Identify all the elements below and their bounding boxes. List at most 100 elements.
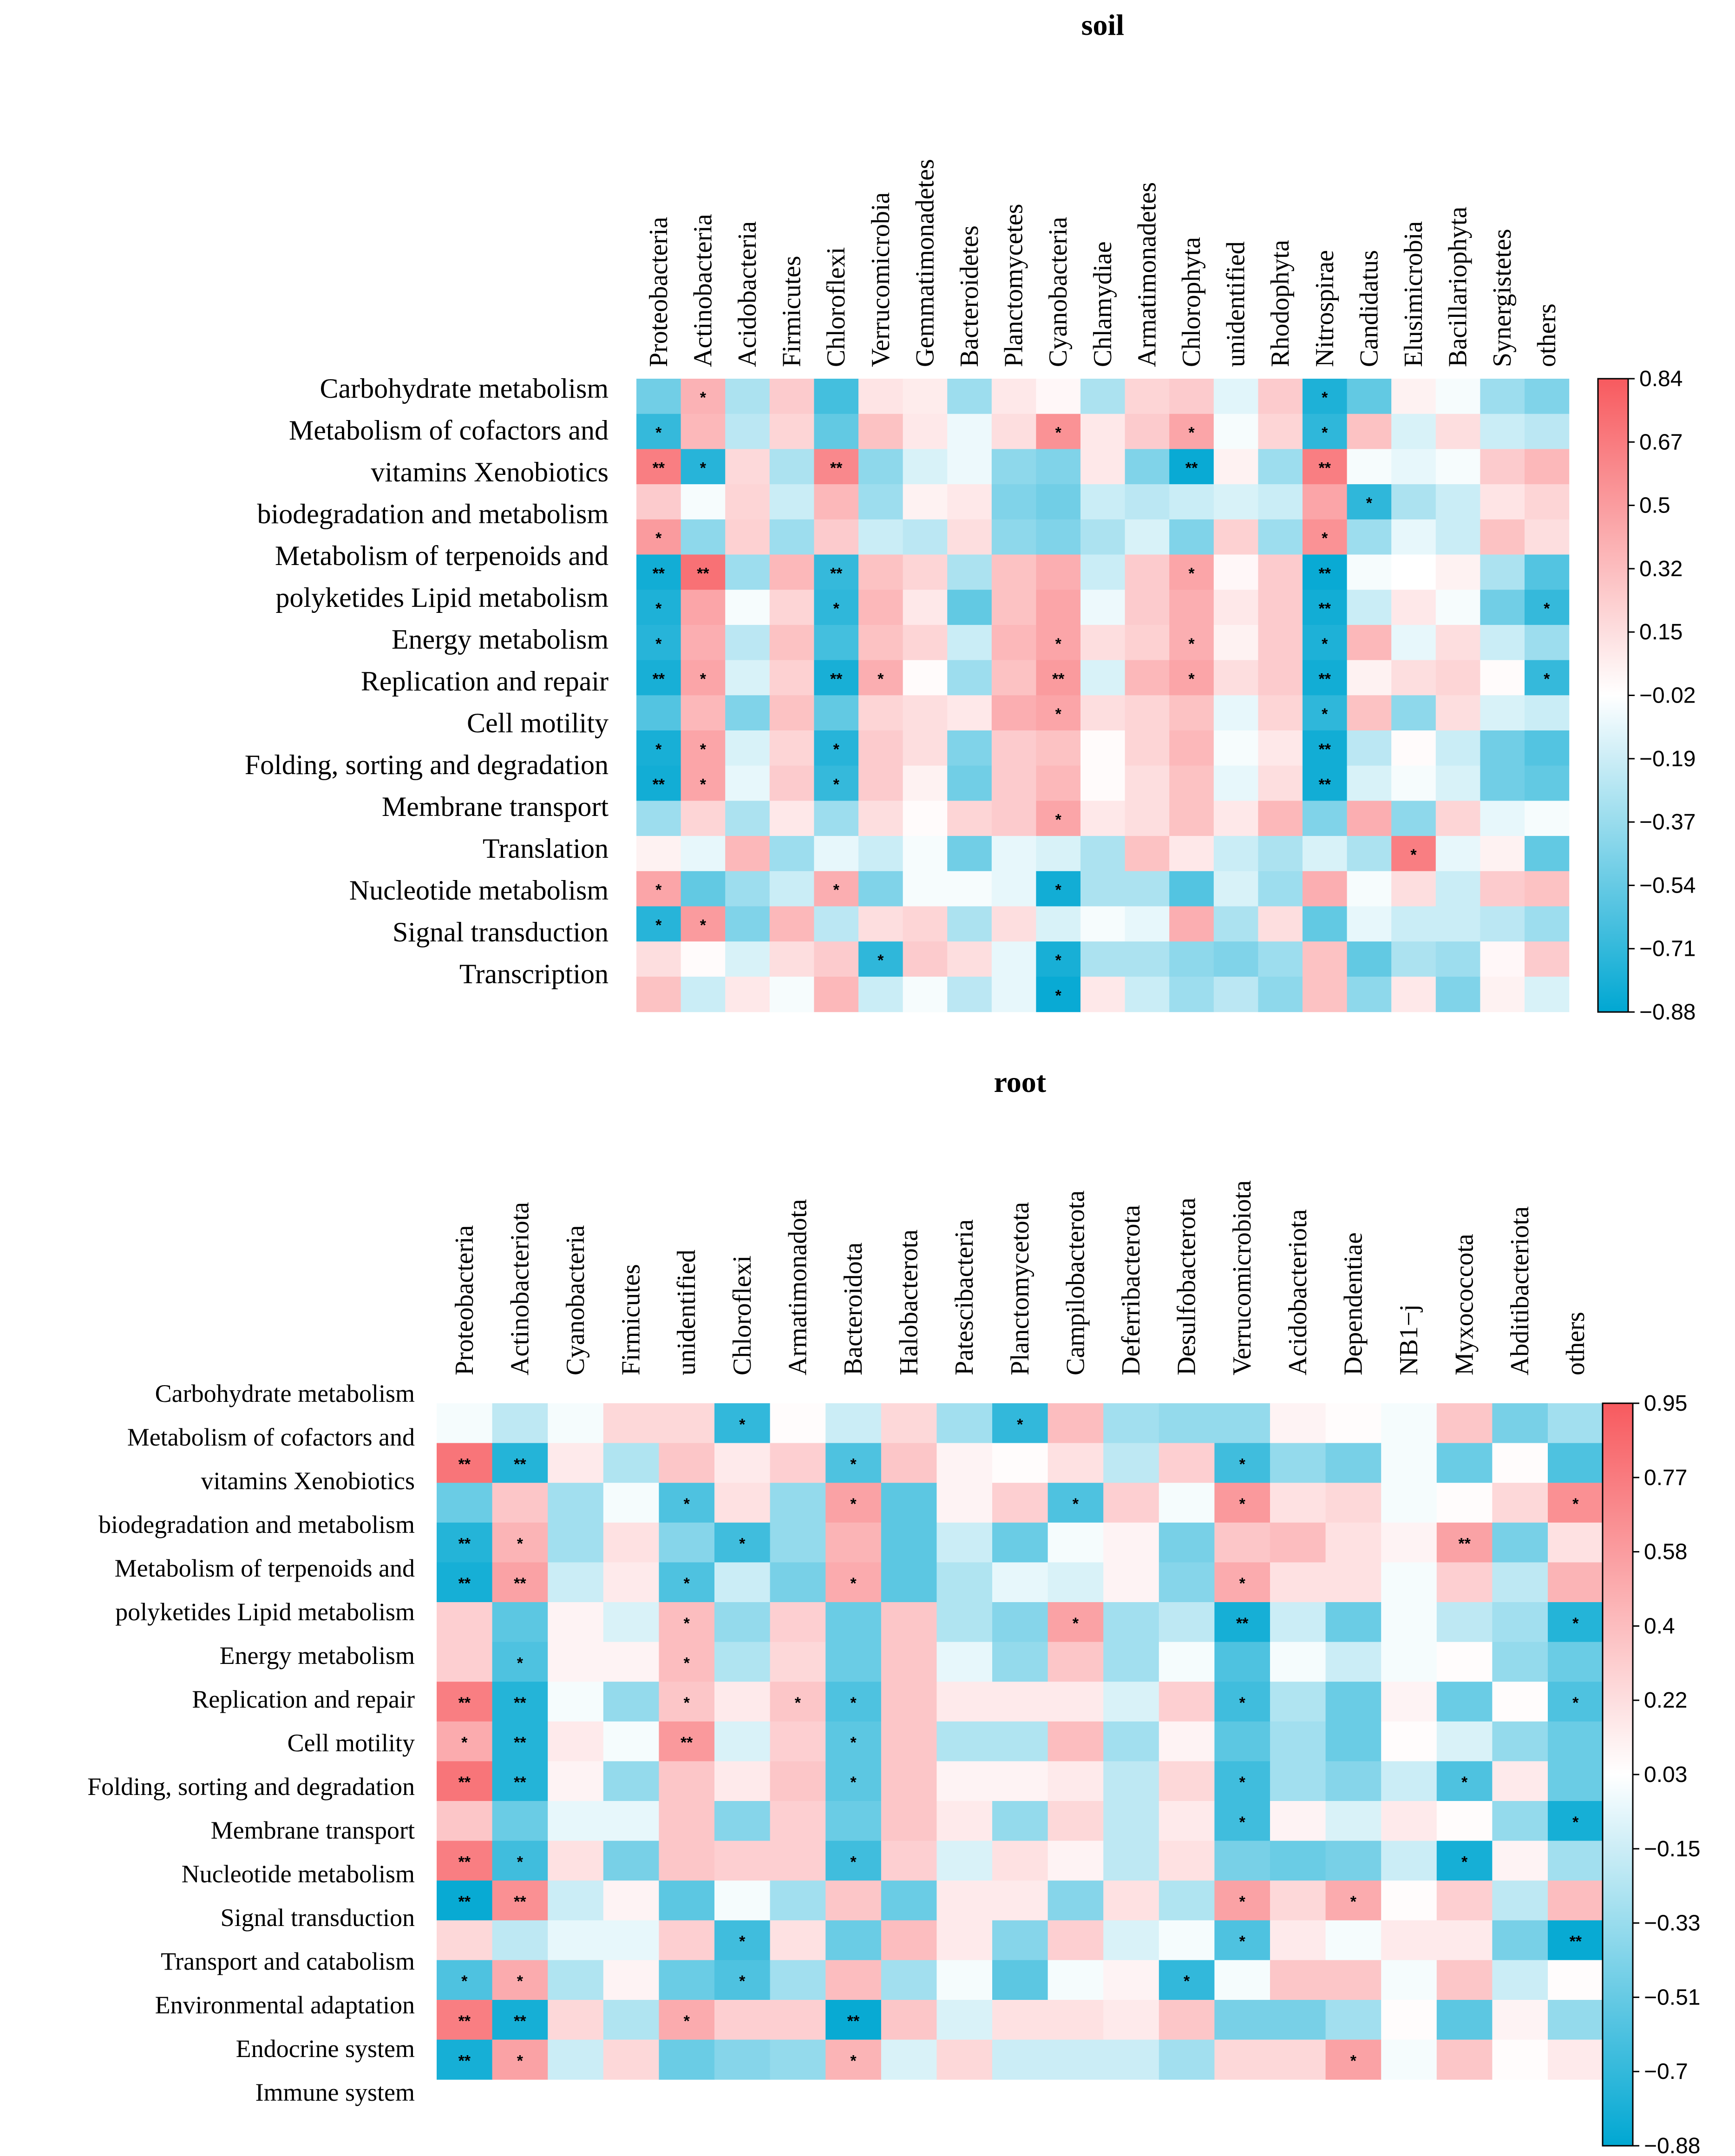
column-label: Gemmatimonadetes [910, 159, 939, 367]
heatmap-cell [947, 449, 992, 485]
heatmap-cell [858, 976, 904, 1012]
heatmap-cell [1303, 801, 1348, 836]
colorbar-tick-label: 0.67 [1639, 430, 1683, 454]
heatmap-cell [714, 1960, 771, 2000]
heatmap-cell [714, 1880, 771, 1921]
heatmap-cell [659, 1483, 715, 1523]
heatmap-cell [659, 1562, 715, 1603]
heatmap-cell [1381, 1682, 1437, 1722]
heatmap-cell [992, 2000, 1048, 2040]
heatmap-cell [991, 730, 1036, 766]
heatmap-cell [1435, 554, 1480, 590]
heatmap-cell [1548, 1562, 1604, 1603]
heatmap-cell [492, 1443, 548, 1483]
heatmap-cell [1391, 765, 1436, 801]
heatmap-cell [1435, 449, 1480, 485]
significance-mark: ** [458, 1694, 471, 1712]
significance-mark: ** [1185, 459, 1198, 477]
heatmap-cell [492, 1761, 548, 1801]
heatmap-cell [1213, 590, 1258, 625]
heatmap-cell [814, 941, 859, 977]
row-label: Energy metabolism [220, 1642, 415, 1670]
heatmap-cell [1391, 730, 1436, 766]
row-label: Energy metabolism [392, 624, 609, 655]
heatmap-cell [1080, 624, 1126, 661]
heatmap-cell [1548, 1801, 1604, 1841]
heatmap-cell [1492, 1403, 1548, 1444]
heatmap-cell [1492, 1522, 1548, 1563]
significance-mark: ** [1236, 1615, 1249, 1632]
heatmap-cell [992, 1602, 1048, 1643]
heatmap-cell [825, 1721, 882, 1762]
row-label: Metabolism of terpenoids and [275, 540, 609, 571]
heatmap-cell [1169, 660, 1214, 696]
heatmap-cell [1492, 1960, 1548, 2000]
heatmap-cell [1436, 1602, 1493, 1643]
heatmap-cell [603, 1880, 659, 1921]
row-label: Translation [483, 833, 609, 864]
heatmap-cell [936, 1483, 993, 1523]
heatmap-cell [1270, 1801, 1326, 1841]
heatmap-cell [603, 1522, 659, 1563]
heatmap-cell [1435, 801, 1480, 836]
heatmap-cell [1391, 695, 1436, 731]
heatmap-cell [936, 1642, 993, 1682]
heatmap-cell [1125, 836, 1170, 872]
significance-mark: * [1239, 1774, 1246, 1791]
column-label: Halobacterota [895, 1229, 923, 1375]
heatmap-cell [936, 1403, 993, 1444]
heatmap-cell [1480, 836, 1525, 872]
column-label: Firmicutes [778, 256, 806, 367]
colorbar-tick-label: −0.51 [1644, 1985, 1700, 2010]
heatmap-cell [1325, 1443, 1381, 1483]
heatmap-cell [1258, 519, 1303, 555]
heatmap-cell [1258, 871, 1303, 907]
heatmap-cell [858, 941, 904, 977]
heatmap-cell [991, 941, 1036, 977]
heatmap-cell [991, 836, 1036, 872]
heatmap-cell [636, 484, 681, 520]
significance-mark: * [1350, 2052, 1357, 2070]
column-label: Candidatus [1355, 250, 1383, 367]
heatmap-cell [770, 1443, 826, 1483]
column-label: Planctomycetes [1000, 204, 1028, 367]
heatmap-cell [1548, 1960, 1604, 2000]
column-label: Synergistetes [1488, 229, 1517, 367]
column-label: Dependentiae [1339, 1232, 1368, 1375]
heatmap-cell [437, 1721, 493, 1762]
significance-mark: * [1188, 670, 1195, 688]
significance-mark: * [1073, 1495, 1079, 1513]
colorbar-tick-label: −0.88 [1639, 1000, 1696, 1025]
significance-mark: * [739, 1535, 746, 1553]
row-label: Transcription [459, 959, 609, 989]
heatmap-cell [1213, 765, 1258, 801]
significance-mark: * [461, 1972, 468, 1990]
heatmap-cell [714, 1602, 771, 1643]
heatmap-cell [1214, 1960, 1270, 2000]
significance-mark: ** [458, 1893, 471, 1911]
heatmap-cell [1381, 1761, 1437, 1801]
heatmap-cell [903, 871, 948, 907]
significance-mark: * [1461, 1853, 1468, 1871]
heatmap-cell [548, 2039, 604, 2080]
heatmap-cell [725, 379, 770, 414]
significance-mark: * [700, 459, 707, 477]
heatmap-cell [681, 730, 726, 766]
significance-mark: * [461, 1734, 468, 1752]
significance-mark: * [739, 1972, 746, 1990]
heatmap-cell [636, 695, 681, 731]
row-label: vitamins Xenobiotics [371, 457, 609, 487]
heatmap-cell [1036, 871, 1081, 907]
heatmap-cell [725, 590, 770, 625]
panel-title: soil [1081, 8, 1124, 41]
column-label: Bacillariophyta [1444, 207, 1473, 367]
heatmap-cell [1325, 1761, 1381, 1801]
heatmap-cell [1303, 836, 1348, 872]
heatmap-cell [947, 976, 992, 1012]
heatmap-cell [492, 2000, 548, 2040]
heatmap-cell [1213, 624, 1258, 661]
heatmap-cell [903, 976, 948, 1012]
heatmap-cell [1258, 484, 1303, 520]
heatmap-cell [1347, 941, 1392, 977]
heatmap-cell [947, 624, 992, 661]
